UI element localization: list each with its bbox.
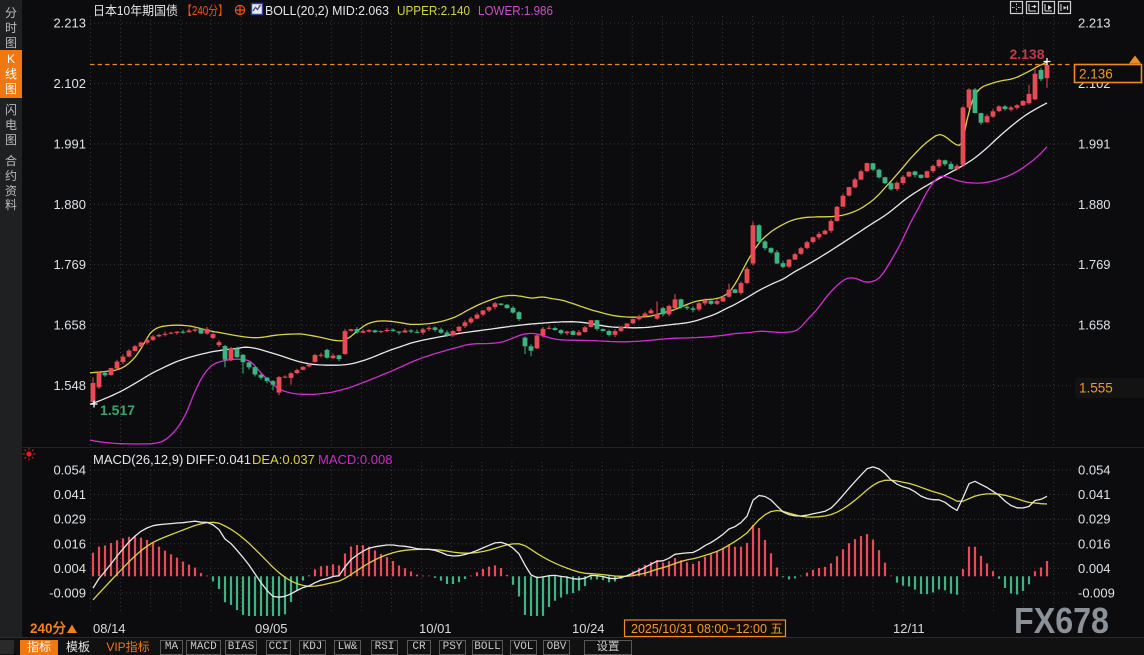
- svg-text:【240分】: 【240分】: [182, 4, 228, 18]
- svg-text:12/11: 12/11: [893, 621, 925, 636]
- svg-text:0.029: 0.029: [53, 512, 86, 527]
- svg-text:10/24: 10/24: [572, 621, 605, 636]
- svg-text:-0.009: -0.009: [49, 586, 86, 601]
- svg-text:1.991: 1.991: [53, 136, 86, 151]
- svg-text:1.880: 1.880: [53, 197, 86, 212]
- svg-text:1.517: 1.517: [100, 402, 135, 418]
- svg-text:0.016: 0.016: [53, 536, 86, 551]
- svg-text:DIFF:0.041: DIFF:0.041: [186, 452, 251, 467]
- svg-text:1.880: 1.880: [1078, 197, 1111, 212]
- svg-text:BOLL(20,2) MID:2.063: BOLL(20,2) MID:2.063: [265, 3, 389, 18]
- svg-text:08/14: 08/14: [93, 621, 126, 636]
- svg-text:MACD:0.008: MACD:0.008: [318, 452, 392, 467]
- svg-text:LOWER:1.986: LOWER:1.986: [478, 3, 553, 18]
- svg-text:1.555: 1.555: [1079, 381, 1113, 396]
- svg-text:1.548: 1.548: [53, 378, 86, 393]
- svg-text:240分: 240分: [30, 621, 67, 636]
- svg-text:1.658: 1.658: [53, 318, 86, 333]
- svg-text:0.054: 0.054: [1078, 463, 1111, 478]
- svg-text:FX678: FX678: [1014, 600, 1109, 641]
- svg-text:2.213: 2.213: [1078, 16, 1111, 31]
- svg-text:日本10年期国债: 日本10年期国债: [93, 4, 178, 18]
- svg-text:DEA:0.037: DEA:0.037: [252, 452, 315, 467]
- svg-text:2.136: 2.136: [1079, 67, 1113, 82]
- svg-text:-0.009: -0.009: [1078, 586, 1115, 601]
- svg-text:2.102: 2.102: [53, 76, 86, 91]
- svg-text:1.769: 1.769: [1078, 257, 1111, 272]
- svg-text:MACD(26,12,9): MACD(26,12,9): [93, 452, 183, 467]
- svg-text:0.029: 0.029: [1078, 512, 1111, 527]
- svg-text:2025/10/31 08:00~12:00 五: 2025/10/31 08:00~12:00 五: [631, 622, 783, 636]
- svg-text:0.016: 0.016: [1078, 536, 1111, 551]
- svg-text:2.213: 2.213: [53, 16, 86, 31]
- svg-text:10/01: 10/01: [419, 621, 452, 636]
- svg-text:0.004: 0.004: [53, 561, 86, 576]
- svg-text:0.041: 0.041: [53, 487, 86, 502]
- svg-text:1.991: 1.991: [1078, 136, 1111, 151]
- svg-text:2.138: 2.138: [1009, 46, 1044, 62]
- svg-text:0.041: 0.041: [1078, 487, 1111, 502]
- svg-text:UPPER:2.140: UPPER:2.140: [397, 3, 470, 18]
- svg-text:1.658: 1.658: [1078, 318, 1111, 333]
- svg-text:0.054: 0.054: [53, 463, 86, 478]
- svg-text:0.004: 0.004: [1078, 561, 1111, 576]
- svg-text:09/05: 09/05: [255, 621, 288, 636]
- svg-text:1.769: 1.769: [53, 257, 86, 272]
